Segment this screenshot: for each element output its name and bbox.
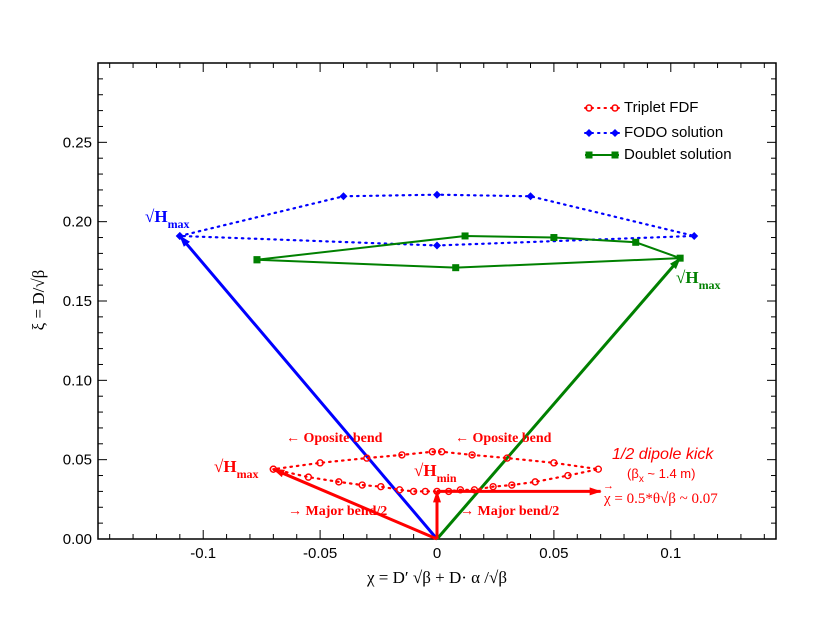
data-point bbox=[564, 471, 572, 480]
data-point bbox=[550, 459, 558, 467]
kick-title: 1/2 dipole kick bbox=[612, 446, 714, 463]
green-hmax-sub: max bbox=[699, 278, 721, 292]
green-hmax-label: √Hmax bbox=[676, 268, 721, 292]
legend-marker bbox=[611, 129, 619, 137]
legend-marker bbox=[585, 104, 593, 112]
oposite-bend-right: ← Oposite bend bbox=[455, 431, 552, 446]
red-hmin-sub: min bbox=[437, 471, 457, 485]
legend-marker bbox=[611, 151, 619, 159]
data-point bbox=[526, 192, 535, 201]
series-2 bbox=[253, 232, 684, 272]
blue-hmax-arrow bbox=[178, 234, 439, 540]
legend-marker bbox=[585, 129, 593, 137]
data-point bbox=[377, 482, 385, 491]
blue-hmax-text: √H bbox=[145, 207, 168, 226]
data-point bbox=[456, 486, 465, 494]
y-tick-label: 0.20 bbox=[63, 214, 92, 231]
kick-beta: (βx ~ 1.4 m) bbox=[627, 466, 695, 485]
data-point bbox=[690, 231, 699, 240]
data-point bbox=[339, 192, 348, 201]
legend-symbol-triplet bbox=[584, 104, 620, 112]
data-point bbox=[470, 486, 479, 494]
data-point bbox=[358, 481, 366, 489]
data-point bbox=[269, 465, 278, 473]
data-point bbox=[433, 190, 441, 199]
data-point bbox=[461, 232, 469, 240]
data-point bbox=[316, 459, 324, 467]
x-tick-label: 0.1 bbox=[660, 545, 681, 562]
x-tick-label: -0.05 bbox=[303, 545, 337, 562]
legend-symbol-doublet bbox=[585, 151, 619, 159]
series-layer bbox=[175, 190, 699, 496]
y-tick-label: 0.15 bbox=[63, 293, 92, 310]
y-tick-labels: 0.00 0.05 0.10 0.15 0.20 0.25 bbox=[63, 134, 92, 548]
data-point bbox=[363, 454, 371, 462]
data-point bbox=[437, 448, 446, 456]
data-point bbox=[531, 478, 539, 486]
y-tick-label: 0.25 bbox=[63, 134, 92, 151]
data-point bbox=[594, 465, 603, 473]
red-hmin-label: √Hmin bbox=[414, 461, 457, 485]
x-tick-labels: -0.1 -0.05 0 0.05 0.1 bbox=[190, 545, 681, 562]
data-point bbox=[468, 451, 476, 459]
legend-symbol-fodo bbox=[584, 129, 620, 137]
red-hmax-sub: max bbox=[237, 467, 259, 481]
x-tick-label: 0 bbox=[433, 545, 441, 562]
major-bend-right: → Major bend/2 bbox=[460, 504, 559, 519]
data-point bbox=[433, 241, 441, 250]
data-point bbox=[550, 234, 558, 242]
data-point bbox=[398, 451, 406, 459]
legend-label-doublet: Doublet solution bbox=[624, 146, 732, 163]
data-point bbox=[409, 487, 418, 496]
data-point bbox=[503, 454, 511, 462]
data-point bbox=[253, 256, 261, 264]
x-tick-label: 0.05 bbox=[539, 545, 568, 562]
legend-label-triplet: Triplet FDF bbox=[624, 99, 698, 116]
y-tick-label: 0.05 bbox=[63, 452, 92, 469]
data-point bbox=[428, 448, 437, 456]
oposite-bend-left: ← Oposite bend bbox=[286, 431, 383, 446]
kick-arrow-glyph: → bbox=[603, 480, 614, 492]
green-hmax-text: √H bbox=[676, 268, 699, 287]
axis-ticks bbox=[98, 62, 776, 540]
arrows-layer bbox=[178, 234, 682, 541]
x-axis-label: χ = D′ √β + D· α /√β bbox=[366, 568, 507, 587]
data-point bbox=[175, 231, 184, 240]
red-hmax-arrow bbox=[272, 467, 438, 541]
x-tick-label: -0.1 bbox=[190, 545, 216, 562]
y-tick-label: 0.10 bbox=[63, 372, 92, 389]
data-point bbox=[421, 487, 430, 496]
data-point bbox=[508, 481, 516, 489]
red-hmin-text: √H bbox=[414, 461, 437, 480]
kick-beta-open: (β bbox=[627, 466, 639, 481]
data-point bbox=[395, 486, 404, 494]
legend-marker bbox=[611, 104, 619, 112]
data-point bbox=[452, 264, 460, 272]
data-point bbox=[632, 238, 640, 246]
y-tick-label: 0.00 bbox=[63, 531, 92, 548]
legend-label-fodo: FODO solution bbox=[624, 124, 723, 141]
data-point bbox=[304, 473, 313, 481]
data-point bbox=[676, 254, 684, 262]
series-line bbox=[178, 193, 695, 247]
y-axis-label: ξ = D/√β bbox=[29, 270, 48, 331]
data-point bbox=[444, 487, 453, 496]
series-0 bbox=[269, 448, 603, 496]
legend-marker bbox=[585, 151, 593, 159]
red-hmax-label: √Hmax bbox=[214, 457, 259, 481]
red-hmax-text: √H bbox=[214, 457, 237, 476]
data-point bbox=[335, 478, 343, 486]
kick-beta-rest: ~ 1.4 m) bbox=[644, 466, 696, 481]
legend: Triplet FDF FODO solution Doublet soluti… bbox=[584, 99, 732, 163]
data-point bbox=[489, 482, 497, 491]
data-point bbox=[433, 487, 441, 496]
blue-hmax-label: √Hmax bbox=[145, 207, 190, 231]
blue-hmax-sub: max bbox=[168, 217, 190, 231]
series-1 bbox=[175, 190, 699, 250]
major-bend-left: → Major bend/2 bbox=[288, 504, 387, 519]
kick-beta-sub: x bbox=[639, 474, 644, 485]
kick-formula: χ = 0.5*θ√β ~ 0.07 bbox=[603, 491, 718, 507]
